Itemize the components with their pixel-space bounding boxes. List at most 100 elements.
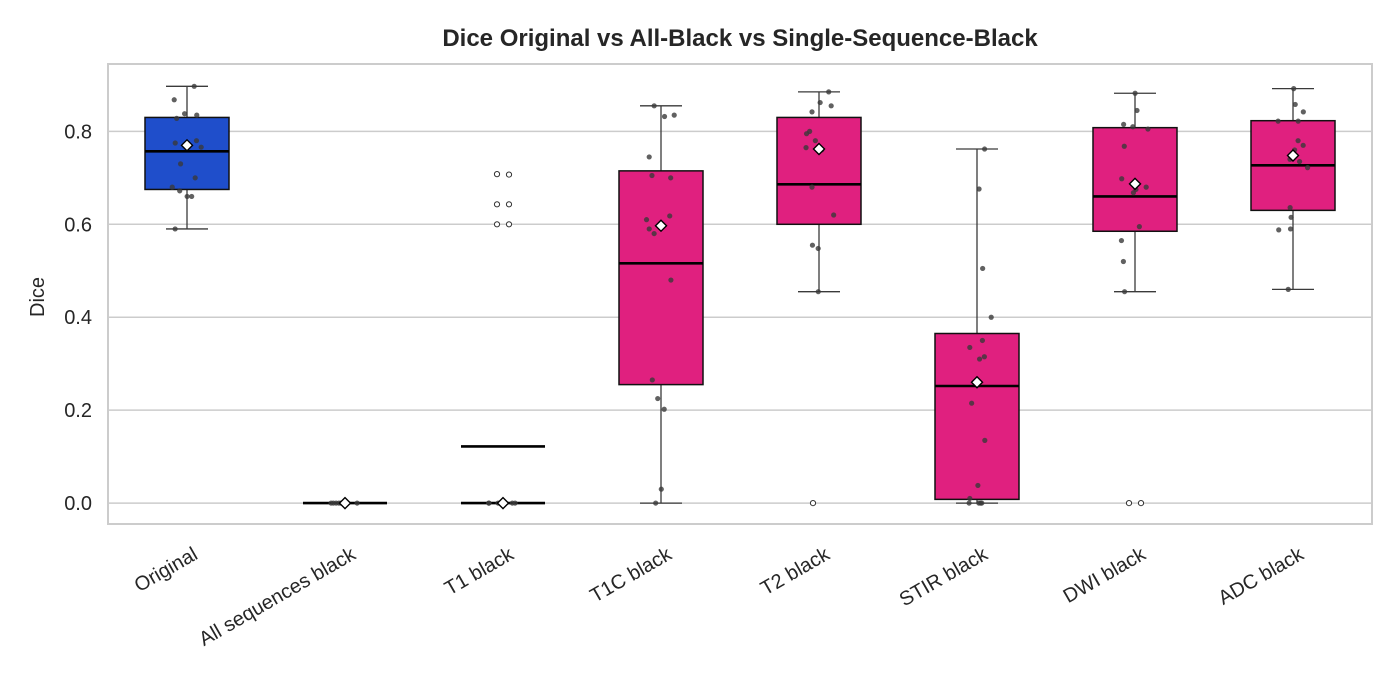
data-point bbox=[809, 109, 815, 115]
box-t1-black bbox=[461, 445, 545, 505]
data-point bbox=[809, 242, 816, 248]
data-point bbox=[661, 113, 668, 120]
data-point bbox=[653, 500, 659, 506]
data-point bbox=[1276, 227, 1282, 233]
x-tick-label: Original bbox=[131, 543, 202, 597]
data-point bbox=[1304, 165, 1311, 171]
x-tick-label: T1 black bbox=[441, 543, 518, 600]
data-point bbox=[817, 99, 823, 106]
data-point bbox=[1300, 142, 1306, 148]
data-point bbox=[661, 406, 667, 412]
outlier-point bbox=[1125, 499, 1133, 507]
outlier-point bbox=[493, 201, 501, 208]
outlier-point bbox=[505, 201, 513, 208]
chart-title: Dice Original vs All-Black vs Single-Seq… bbox=[442, 25, 1038, 52]
box-body bbox=[776, 116, 862, 226]
data-point bbox=[966, 500, 972, 506]
data-point bbox=[1130, 190, 1137, 196]
data-point bbox=[1130, 124, 1136, 130]
x-tick-label: T2 black bbox=[757, 543, 834, 600]
data-point bbox=[831, 212, 837, 218]
data-point bbox=[1145, 126, 1151, 132]
outlier-point bbox=[505, 171, 513, 178]
y-tick-label: 0.6 bbox=[64, 214, 92, 236]
y-tick-label: 0.4 bbox=[64, 307, 92, 329]
data-point bbox=[980, 265, 986, 272]
data-point bbox=[1118, 237, 1125, 244]
data-point bbox=[1121, 121, 1127, 128]
data-points bbox=[169, 83, 1311, 510]
data-point bbox=[658, 486, 664, 492]
data-point bbox=[646, 154, 652, 160]
data-point bbox=[643, 217, 650, 223]
box-original bbox=[144, 85, 230, 230]
data-point bbox=[979, 500, 985, 506]
data-point bbox=[1295, 138, 1301, 144]
box-body bbox=[144, 116, 230, 191]
data-point bbox=[1287, 204, 1293, 211]
data-point bbox=[192, 175, 198, 181]
data-point bbox=[1134, 107, 1140, 114]
data-point bbox=[1291, 86, 1297, 92]
data-point bbox=[333, 500, 339, 506]
x-tick-label: T1C black bbox=[587, 543, 677, 608]
mean-marker bbox=[180, 138, 194, 152]
data-point bbox=[328, 500, 334, 506]
data-point bbox=[651, 103, 657, 109]
data-point bbox=[194, 112, 200, 118]
x-tick-label: STIR black bbox=[896, 543, 993, 611]
data-point bbox=[671, 112, 677, 118]
mean-marker bbox=[1286, 149, 1300, 163]
data-point bbox=[171, 97, 177, 103]
data-point bbox=[177, 161, 184, 167]
y-tick-labels: 0.0 0.2 0.4 0.6 0.8 bbox=[64, 121, 92, 515]
boxes bbox=[144, 85, 1336, 505]
y-tick-label: 0.2 bbox=[64, 400, 92, 422]
data-point bbox=[803, 131, 810, 137]
data-point bbox=[667, 213, 673, 219]
outlier-point bbox=[505, 221, 513, 228]
data-point bbox=[1132, 90, 1138, 96]
mean-marker bbox=[338, 496, 352, 510]
data-point bbox=[649, 377, 655, 383]
outlier-point bbox=[1137, 499, 1145, 507]
data-point bbox=[646, 226, 652, 232]
data-point bbox=[1136, 224, 1142, 230]
data-point bbox=[655, 395, 661, 402]
data-point bbox=[981, 146, 988, 152]
data-point bbox=[189, 193, 195, 200]
data-point bbox=[979, 337, 986, 344]
data-point bbox=[169, 184, 175, 190]
outlier-point bbox=[493, 171, 501, 178]
data-point bbox=[509, 500, 515, 506]
data-point bbox=[172, 140, 178, 146]
y-tick-label: 0.8 bbox=[64, 121, 92, 143]
box-body bbox=[618, 170, 704, 386]
data-point bbox=[812, 138, 818, 144]
data-point bbox=[982, 437, 988, 443]
data-point bbox=[826, 89, 832, 95]
data-point bbox=[193, 138, 200, 144]
box-adc-black bbox=[1250, 87, 1336, 291]
data-point bbox=[815, 289, 821, 295]
x-tick-label: All sequences black bbox=[195, 543, 360, 651]
data-point bbox=[1287, 226, 1294, 232]
mean-marker bbox=[654, 219, 668, 233]
mean-marker bbox=[1128, 177, 1142, 191]
mean-marker bbox=[496, 496, 510, 510]
outlier-point bbox=[493, 221, 501, 228]
grid-lines bbox=[108, 130, 1372, 504]
data-point bbox=[1119, 176, 1125, 182]
data-point bbox=[1275, 118, 1281, 124]
data-point bbox=[174, 115, 180, 121]
data-point bbox=[1121, 143, 1127, 149]
data-point bbox=[988, 314, 994, 320]
data-point bbox=[172, 226, 178, 232]
data-point bbox=[1300, 109, 1306, 115]
data-point bbox=[967, 495, 973, 502]
data-point bbox=[1143, 184, 1149, 190]
plot-frame bbox=[107, 63, 1373, 525]
